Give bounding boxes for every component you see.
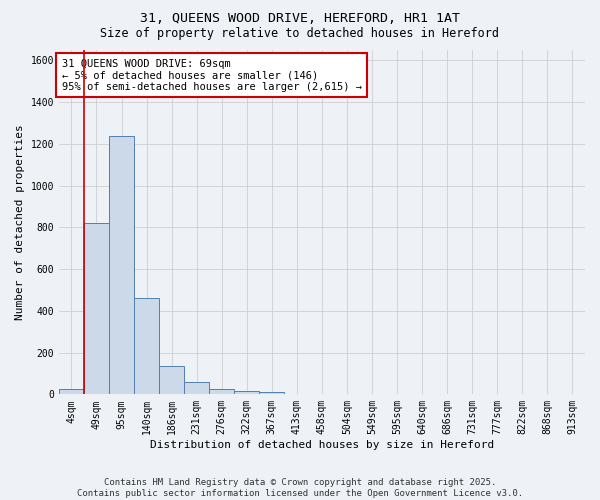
Bar: [84, 223, 109, 394]
Text: Size of property relative to detached houses in Hereford: Size of property relative to detached ho…: [101, 28, 499, 40]
Bar: [184, 382, 209, 394]
X-axis label: Distribution of detached houses by size in Hereford: Distribution of detached houses by size …: [150, 440, 494, 450]
Text: 31 QUEENS WOOD DRIVE: 69sqm
← 5% of detached houses are smaller (146)
95% of sem: 31 QUEENS WOOD DRIVE: 69sqm ← 5% of deta…: [62, 58, 362, 92]
Bar: [234, 391, 259, 394]
Bar: [59, 389, 84, 394]
Bar: [259, 392, 284, 394]
Bar: [209, 389, 234, 394]
Text: Contains HM Land Registry data © Crown copyright and database right 2025.
Contai: Contains HM Land Registry data © Crown c…: [77, 478, 523, 498]
Y-axis label: Number of detached properties: Number of detached properties: [15, 124, 25, 320]
Bar: [159, 366, 184, 394]
Bar: [109, 136, 134, 394]
Bar: [134, 298, 159, 394]
Text: 31, QUEENS WOOD DRIVE, HEREFORD, HR1 1AT: 31, QUEENS WOOD DRIVE, HEREFORD, HR1 1AT: [140, 12, 460, 26]
